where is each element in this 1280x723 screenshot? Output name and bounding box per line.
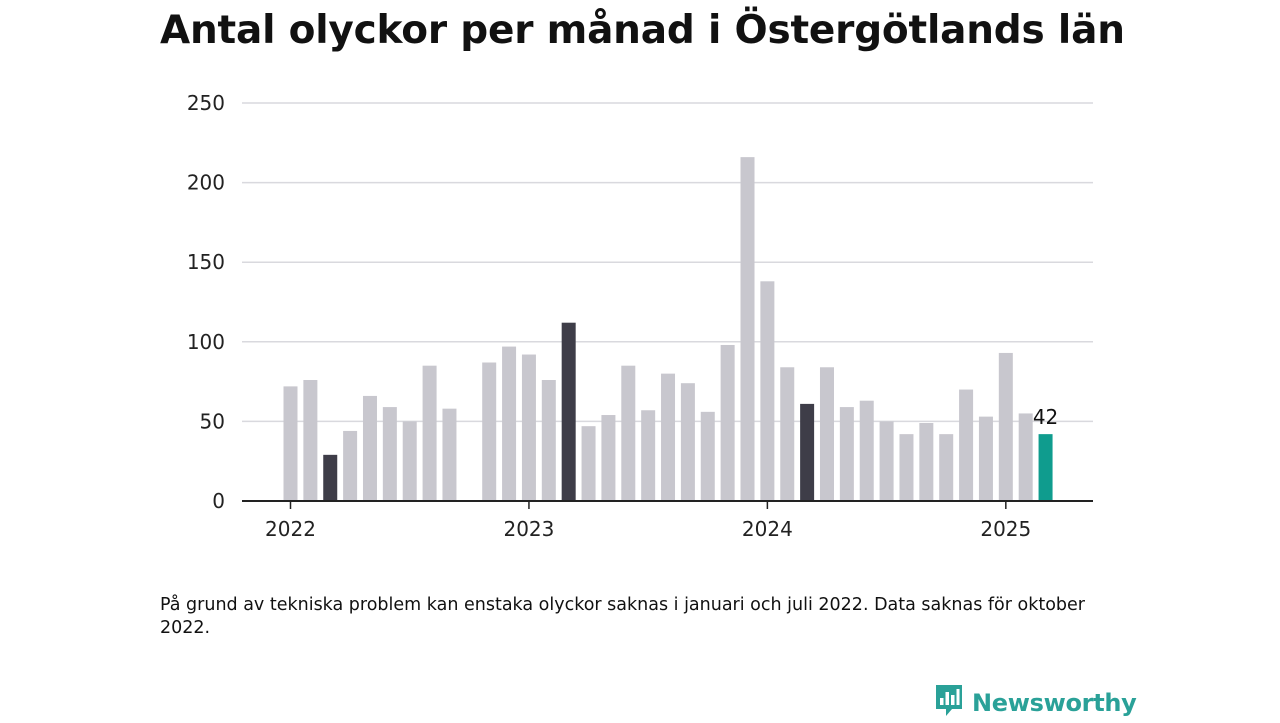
x-tick-label: 2025 [980,517,1031,541]
y-tick-label: 100 [187,330,225,354]
y-tick-label: 50 [200,409,225,433]
bar [343,430,358,501]
chart-title: Antal olyckor per månad i Östergötlands … [160,8,1125,53]
bar [323,454,338,501]
bar [661,373,676,501]
y-tick-label: 150 [187,250,225,274]
data-label: 42 [1033,405,1058,429]
x-tick-label: 2024 [742,517,793,541]
bar [998,352,1013,501]
bar [760,281,775,501]
bar [740,157,755,502]
x-tick-label: 2022 [265,517,316,541]
bar [541,380,556,501]
bar [959,389,974,501]
bar [700,411,715,501]
y-tick-label: 0 [212,489,225,513]
bar [859,400,874,501]
bars [283,157,1053,502]
grid-lines [242,102,1093,423]
brand-name: Newsworthy [972,689,1137,717]
bar [899,434,914,501]
bar [382,407,397,501]
bar [521,354,536,501]
y-tick-label: 200 [187,171,225,195]
bar [581,426,596,501]
bar [839,407,854,501]
bar [939,434,954,501]
bar [422,365,437,501]
bar [1038,434,1053,501]
bar [720,344,735,501]
bar [561,322,576,501]
x-axis [242,500,1093,509]
bar [362,395,377,501]
bar [482,362,497,501]
bar [402,421,417,501]
bar [601,415,616,501]
bar [978,416,993,501]
bar [502,346,517,501]
x-tick-label: 2023 [503,517,554,541]
bar [442,408,457,501]
bar [283,386,298,501]
tick-labels: 0 50 100 150 200 250 2022 2023 2024 2025 42 [187,91,1058,541]
bar-chart: 0 50 100 150 200 250 2022 2023 2024 2025 42 [187,91,1093,541]
bar [680,383,695,501]
bar [819,367,834,501]
bar [879,421,894,501]
bar [919,422,934,501]
bar [780,367,795,501]
bar [1018,413,1033,501]
brand-logo: Newsworthy [934,683,1137,723]
bar [303,380,318,501]
y-tick-label: 250 [187,91,225,115]
newsworthy-logo-icon [934,683,964,723]
footnote: På grund av tekniska problem kan enstaka… [160,595,1085,638]
bar [621,365,636,501]
bar [641,410,656,501]
bar [800,403,815,501]
